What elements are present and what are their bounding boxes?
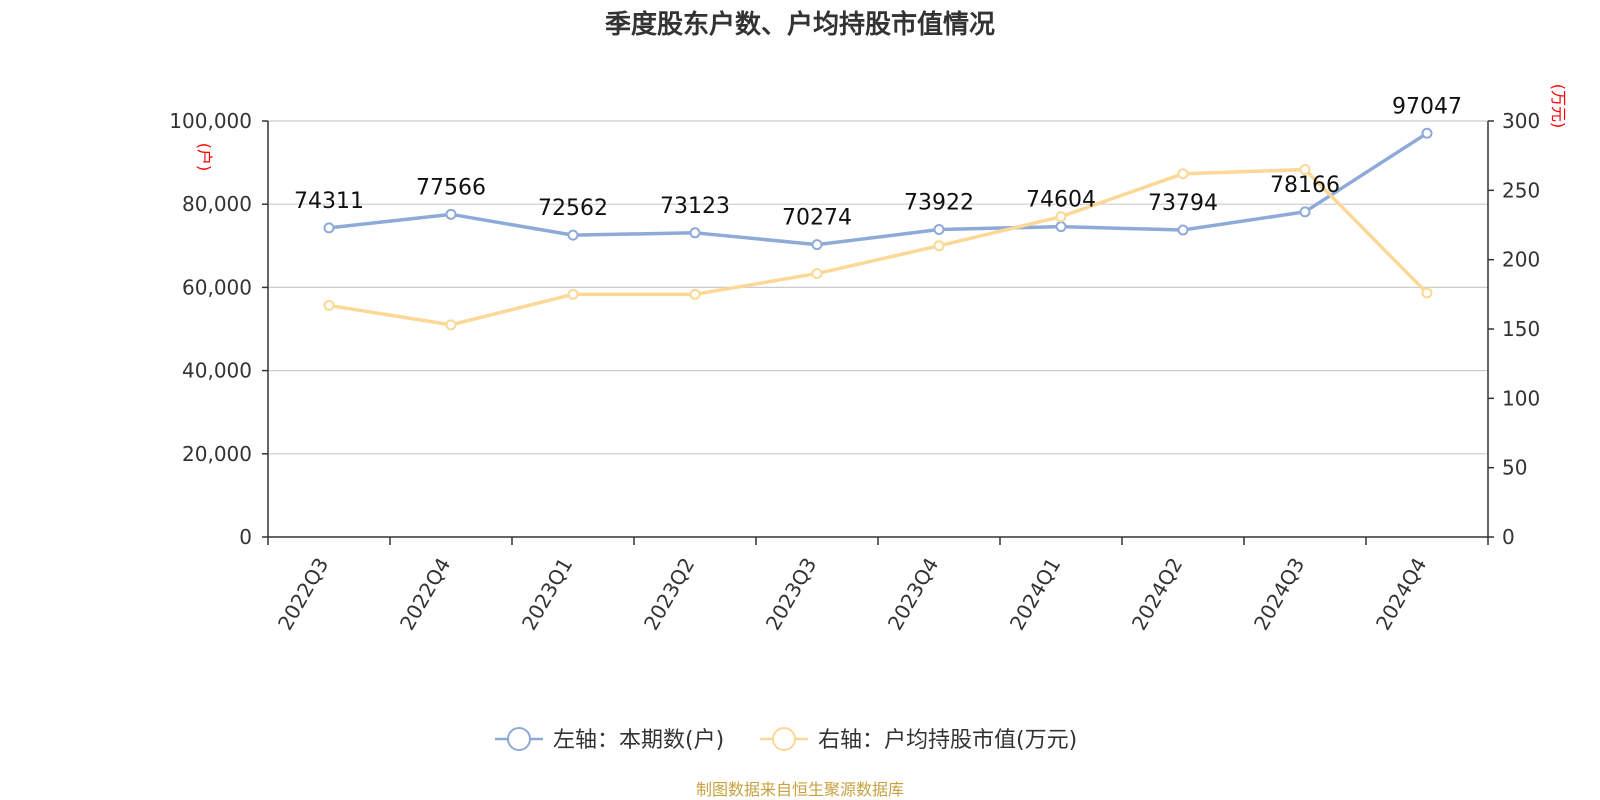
data-label: 73123	[660, 194, 730, 219]
right-axis-unit: (万元)	[1549, 84, 1568, 129]
series-2-point	[811, 268, 823, 280]
left-tick-label: 80,000	[182, 192, 252, 216]
series-1-point	[689, 227, 701, 239]
data-label: 73794	[1148, 191, 1218, 216]
series-layer: 74311 77566 72562 73123 70274 73922 74604 73794…	[294, 94, 1462, 331]
series-1-point	[1421, 127, 1433, 139]
series-2-point	[933, 240, 945, 252]
x-tick-label: 2023Q4	[883, 554, 943, 635]
series-line-2	[328, 167, 1429, 327]
left-tick-label: 20,000	[182, 442, 252, 466]
grid	[268, 120, 1488, 455]
x-tick-label: 2024Q2	[1127, 554, 1187, 635]
data-label: 74604	[1026, 188, 1096, 213]
x-tick-label: 2022Q4	[395, 554, 455, 635]
x-tick-label: 2024Q4	[1371, 554, 1431, 635]
legend-item-1: 左轴：本期数(户)	[495, 727, 724, 753]
legend-item-2: 右轴：户均持股市值(万元)	[760, 727, 1077, 753]
data-label: 97047	[1392, 94, 1462, 119]
x-tick-label: 2023Q3	[761, 554, 821, 635]
left-tick-label: 0	[239, 525, 252, 549]
series-1-point	[811, 239, 823, 251]
series-2-point	[689, 288, 701, 300]
series-1-point	[1055, 221, 1067, 233]
series-1-point	[445, 208, 457, 220]
x-tick-label: 2023Q2	[639, 554, 699, 635]
legend-marker	[772, 727, 796, 751]
right-tick-label: 100	[1502, 386, 1540, 410]
series-2-point	[445, 319, 457, 331]
series-2-point	[567, 288, 579, 300]
right-tick-label: 50	[1502, 456, 1527, 480]
series-1-point	[323, 222, 335, 234]
legend: 左轴：本期数(户) 右轴：户均持股市值(万元)	[495, 727, 1077, 753]
right-tick-label: 0	[1502, 525, 1515, 549]
series-2-point	[1299, 164, 1311, 176]
x-tick-label: 2023Q1	[517, 554, 577, 635]
legend-label: 左轴：本期数(户)	[553, 728, 724, 753]
series-1-point	[933, 223, 945, 235]
right-tick-label: 300	[1502, 109, 1540, 133]
data-label: 77566	[416, 175, 486, 200]
series-1-point	[1177, 224, 1189, 236]
right-tick-label: 200	[1502, 248, 1540, 272]
series-2-point	[1177, 168, 1189, 180]
series-1-point	[1299, 206, 1311, 218]
left-tick-label: 60,000	[182, 275, 252, 299]
right-tick-label: 250	[1502, 178, 1540, 202]
x-tick-label: 2022Q3	[273, 554, 333, 635]
left-axis-unit: (户)	[195, 143, 214, 172]
right-tick-label: 150	[1502, 317, 1540, 341]
series-2-point	[323, 299, 335, 311]
series-1-point	[567, 229, 579, 241]
data-label: 74311	[294, 189, 364, 214]
legend-marker	[507, 727, 531, 751]
chart-title: 季度股东户数、户均持股市值情况	[605, 9, 995, 40]
x-tick-label: 2024Q3	[1249, 554, 1309, 635]
series-2-point	[1421, 287, 1433, 299]
series-line-1	[328, 131, 1428, 247]
data-label: 70274	[782, 206, 852, 231]
series-2-point	[1055, 211, 1067, 223]
x-tick-label: 2024Q1	[1005, 554, 1065, 635]
left-tick-label: 40,000	[182, 359, 252, 383]
left-tick-label: 100,000	[169, 109, 252, 133]
source-note: 制图数据来自恒生聚源数据库	[696, 780, 904, 799]
data-label: 72562	[538, 196, 608, 221]
legend-label: 右轴：户均持股市值(万元)	[818, 728, 1077, 753]
data-label: 78166	[1270, 173, 1340, 198]
data-label: 73922	[904, 190, 974, 215]
